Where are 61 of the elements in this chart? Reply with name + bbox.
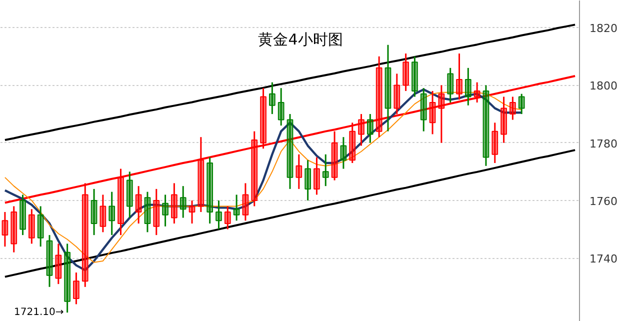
candlestick xyxy=(269,82,276,115)
candlestick xyxy=(2,211,8,248)
candlestick xyxy=(10,205,18,254)
candlestick xyxy=(420,87,427,132)
line-series xyxy=(4,149,576,278)
candlestick xyxy=(20,194,26,236)
candlestick xyxy=(171,182,178,224)
candlestick xyxy=(464,67,472,106)
line-series xyxy=(4,24,576,141)
candlestick xyxy=(314,156,320,196)
candlestick xyxy=(518,93,525,115)
candlestick xyxy=(322,154,329,187)
candlestick xyxy=(100,194,106,233)
y-tick-label: 1800 xyxy=(590,80,618,93)
candlestick xyxy=(349,122,356,164)
candlestick xyxy=(206,156,214,224)
candlestick xyxy=(64,242,70,314)
candlestick xyxy=(358,113,364,146)
candlestick xyxy=(135,185,142,224)
candlestick xyxy=(500,96,507,144)
candlestick xyxy=(474,82,480,104)
candlestick xyxy=(90,188,98,236)
candlestick xyxy=(331,130,338,182)
candlestick xyxy=(429,90,436,135)
candlestick xyxy=(153,188,160,236)
candlestick xyxy=(286,113,294,190)
candlestick xyxy=(296,154,302,190)
candlestick xyxy=(162,194,168,228)
candlestick xyxy=(28,208,35,244)
candlestick xyxy=(144,191,151,233)
candlestick xyxy=(482,84,490,167)
candlestick xyxy=(492,122,498,164)
candlestick xyxy=(304,159,311,202)
candlestick xyxy=(216,200,222,230)
candlestick xyxy=(384,44,392,132)
candlestick xyxy=(510,96,516,121)
candlestick xyxy=(233,194,240,222)
y-tick-label: 1760 xyxy=(590,194,618,208)
candlestick xyxy=(412,56,418,98)
candlestick xyxy=(260,87,266,150)
candlestick xyxy=(242,182,249,222)
candlestick xyxy=(108,191,116,236)
candlestick xyxy=(402,52,409,92)
candlestick xyxy=(188,200,196,224)
candlestick xyxy=(224,205,231,230)
candlestick xyxy=(278,87,284,126)
candlestick xyxy=(340,136,347,170)
text: 黄金4小时图 xyxy=(258,30,343,48)
candlestick xyxy=(37,205,44,248)
y-tick-label: 1740 xyxy=(590,252,618,266)
candlestick xyxy=(73,272,80,305)
candlestick xyxy=(55,242,62,285)
candlestick xyxy=(438,84,445,144)
candlestick xyxy=(366,113,374,144)
annotation: 1721.10→ xyxy=(14,307,64,318)
y-tick-label: 1820 xyxy=(590,22,618,36)
candlestick xyxy=(180,185,186,219)
candlestick xyxy=(46,234,53,288)
candlestick xyxy=(126,170,133,219)
y-tick-label: 1780 xyxy=(590,137,618,150)
candlestick xyxy=(447,67,454,104)
